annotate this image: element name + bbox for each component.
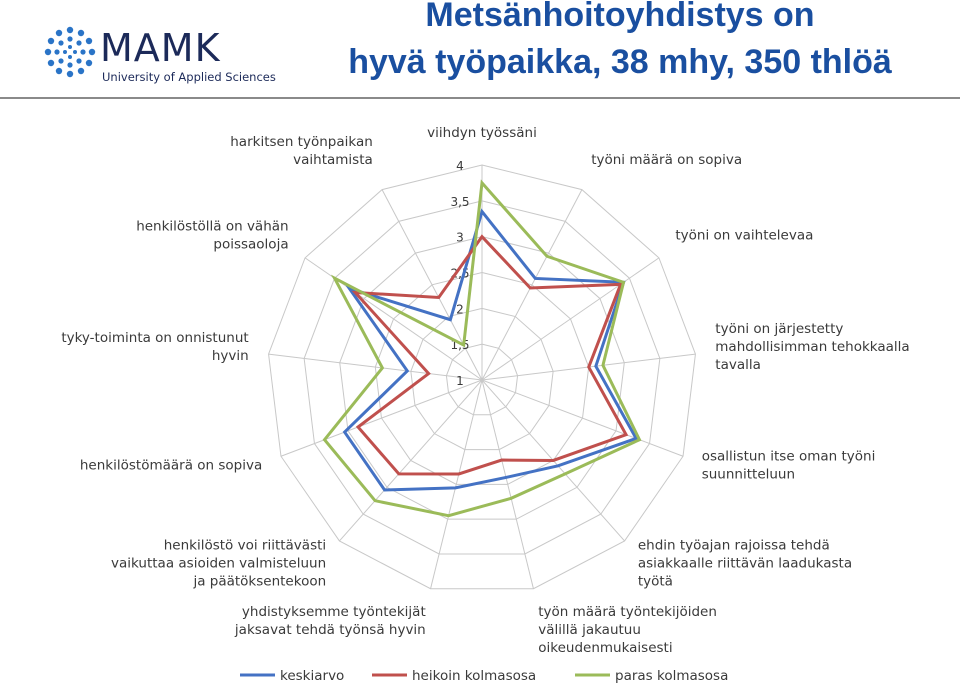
legend-label: heikoin kolmasosa [412, 668, 536, 684]
grid-ring [303, 200, 661, 555]
tick-label: 4 [456, 159, 464, 173]
axis-label: harkitsen työnpaikan vaihtamista [230, 134, 373, 168]
logo-name: MAMK [100, 26, 221, 70]
axis-label: henkilöstömäärä on sopiva [80, 457, 262, 473]
legend-label: paras kolmasosa [615, 668, 728, 684]
slide-title-line1: Metsänhoitoyhdistys on [425, 0, 815, 34]
grid-ring [339, 236, 625, 520]
axis-label: osallistun itse oman työni suunnitteluun [702, 448, 876, 482]
axis-label: työn määrä työntekijöiden välillä jakautu… [538, 604, 717, 656]
slide-header: MAMK University of Applied Sciences Mets… [0, 0, 960, 100]
series-line [342, 208, 639, 492]
header-divider [0, 97, 960, 99]
axis-label: viihdyn työssäni [427, 125, 537, 141]
axis-label: työni määrä on sopiva [591, 152, 742, 168]
tick-label: 2 [456, 302, 464, 316]
grid-spoke [481, 257, 660, 381]
grid-spoke [481, 379, 684, 457]
grid-spoke [339, 379, 483, 542]
grid-ring [410, 307, 554, 451]
grid-ring [268, 164, 696, 590]
mamk-logo-dots-icon [44, 26, 96, 78]
axis-label: työni on järjestetty mahdollisimman tehok… [715, 321, 909, 373]
grid-spoke [481, 189, 583, 381]
grid-spoke [481, 379, 534, 589]
axis-label: ehdin työajan rajoissa tehdä asiakkaalle … [638, 537, 852, 589]
axis-label: työni on vaihtelevaa [675, 228, 813, 244]
legend-label: keskiarvo [280, 668, 344, 684]
slide-title-line2: hyvä työpaikka, 38 mhy, 350 thlöä [348, 43, 892, 81]
chart-legend: keskiarvo heikoin kolmasosa paras kolmasos… [240, 668, 728, 684]
axis-label: henkilöstö voi riittävästi vaikuttaa asio… [111, 537, 326, 589]
axis-label: yhdistyksemme työntekijät jaksavat tehdä … [234, 604, 426, 638]
logo-subtitle: University of Applied Sciences [102, 70, 276, 84]
grid-ring [445, 343, 519, 416]
tick-label: 3 [456, 231, 464, 245]
series-line [322, 179, 642, 518]
series-line [351, 234, 629, 476]
axis-label: henkilöstöllä on vähän poissaoloja [136, 219, 288, 253]
mamk-logo: MAMK University of Applied Sciences [40, 22, 290, 92]
tick-label: 1 [456, 374, 464, 388]
grid-spoke [430, 379, 483, 589]
grid-ring [374, 271, 590, 485]
grid-spoke [268, 353, 483, 381]
grid-spoke [280, 379, 483, 457]
radar-axis-labels: viihdyn työssäni työni määrä on sopiva työ… [61, 125, 909, 656]
radar-grid [268, 164, 696, 590]
tick-label: 3,5 [450, 195, 469, 209]
grid-spoke [381, 189, 483, 381]
slide-title: Metsänhoitoyhdistys on hyvä työpaikka, 3… [285, 0, 955, 86]
axis-label: tyky-toiminta on onnistunut hyvin [61, 330, 248, 364]
radar-series [322, 179, 642, 518]
